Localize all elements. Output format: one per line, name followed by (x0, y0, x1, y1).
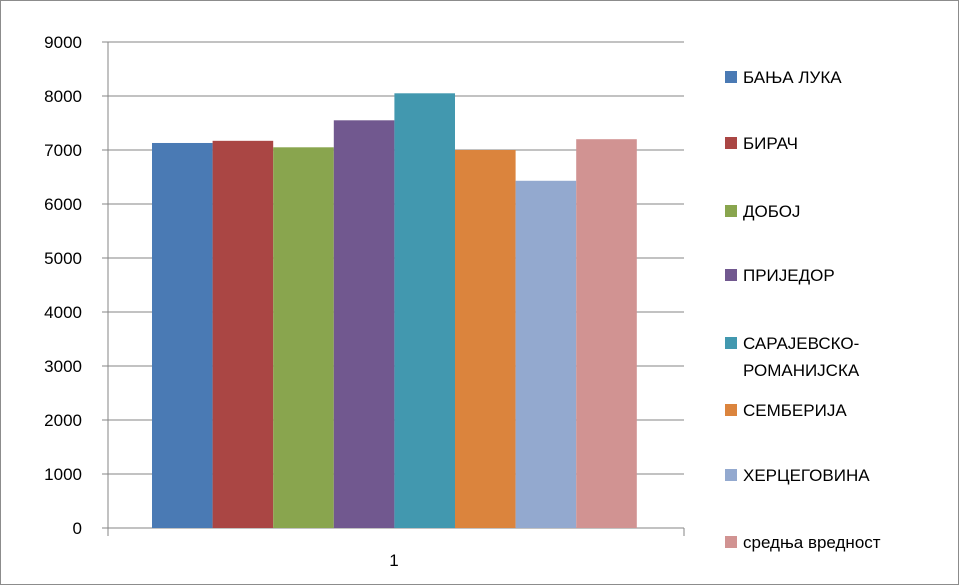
bar-5 (394, 93, 455, 529)
bar-1 (152, 142, 213, 529)
y-tick-label: 3000 (44, 357, 82, 376)
y-tick-label: 2000 (44, 411, 82, 430)
legend-marker (725, 71, 737, 83)
y-tick-label: 9000 (44, 33, 82, 52)
bar-8 (576, 139, 637, 528)
bar-7 (515, 180, 577, 528)
y-tick-label: 6000 (44, 195, 82, 214)
legend-label: САРАЈЕВСКО- (743, 334, 859, 353)
y-tick-label: 4000 (44, 303, 82, 322)
bar-3 (273, 147, 334, 529)
legend-marker (725, 337, 737, 349)
legend-marker (725, 269, 737, 281)
x-tick-label: 1 (389, 551, 398, 570)
y-tick-label: 0 (73, 519, 82, 538)
legend-marker (725, 404, 737, 416)
legend-label: БАЊА ЛУКА (743, 68, 842, 87)
legend-marker (725, 536, 737, 548)
bar-4 (333, 120, 395, 529)
bar-2 (212, 140, 274, 528)
y-tick-label: 8000 (44, 87, 82, 106)
legend-label-continued: РОМАНИЈСКА (743, 361, 860, 380)
legend-marker (725, 137, 737, 149)
y-tick-label: 7000 (44, 141, 82, 160)
legend-marker (725, 469, 737, 481)
legend-label: ПРИЈЕДОР (743, 266, 835, 285)
bar-6 (455, 150, 516, 528)
legend-marker (725, 205, 737, 217)
y-tick-label: 1000 (44, 465, 82, 484)
legend-label: СЕМБЕРИЈА (743, 401, 847, 420)
y-tick-label: 5000 (44, 249, 82, 268)
legend-label: ДОБОЈ (743, 202, 800, 221)
legend-label: БИРАЧ (743, 134, 798, 153)
legend-label: ХЕРЦЕГОВИНА (743, 466, 870, 485)
legend-label: средња вредност (743, 533, 881, 552)
